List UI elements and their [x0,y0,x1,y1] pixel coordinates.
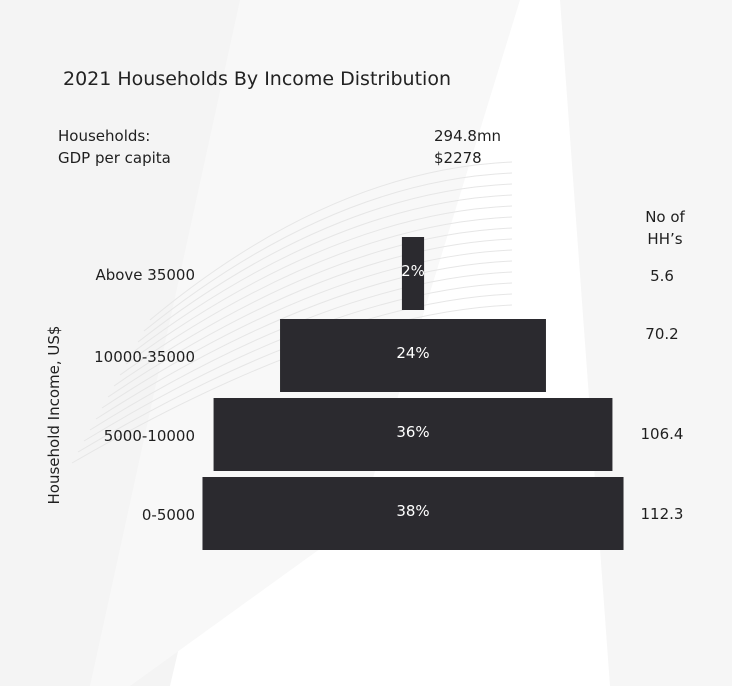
bg-arc [107,238,513,398]
chart-title: 2021 Households By Income Distribution [63,68,451,90]
bg-arc [89,271,513,431]
category-label: 0-5000 [142,506,195,524]
category-label: Above 35000 [95,266,195,284]
households-value-label: 70.2 [645,325,678,343]
households-header-line-2: HH’s [647,230,683,248]
bar-percent-label: 24% [396,344,429,362]
summary-labels: Households: GDP per capita [58,125,171,169]
income-bar [280,319,546,392]
bg-arc [95,260,513,420]
bg-arc [149,161,513,321]
bg-arc [113,227,513,387]
gdp-label: GDP per capita [58,149,171,167]
income-bar [213,398,613,471]
bg-arc [125,205,513,365]
households-value-label: 106.4 [641,425,684,443]
households-column-header: No of HH’s [630,206,700,250]
households-header-line-1: No of [645,208,685,226]
bg-arc [119,216,513,376]
households-value-label: 112.3 [641,505,684,523]
income-bar [202,477,624,550]
bg-arc [131,194,513,354]
bg-arc [137,183,513,343]
bg-arc [101,249,513,409]
households-value: 294.8mn [434,127,502,145]
bar-percent-label: 38% [396,502,429,520]
bar-percent-label: 2% [401,262,425,280]
summary-values: 294.8mn $2278 [434,125,501,169]
category-label: 5000-10000 [104,427,195,445]
category-label: 10000-35000 [94,348,195,366]
income-bar [401,237,425,310]
bar-percent-label: 36% [396,423,429,441]
gdp-value: $2278 [434,149,482,167]
households-value-label: 5.6 [650,267,674,285]
bg-arc [143,172,513,332]
households-label: Households: [58,127,151,145]
